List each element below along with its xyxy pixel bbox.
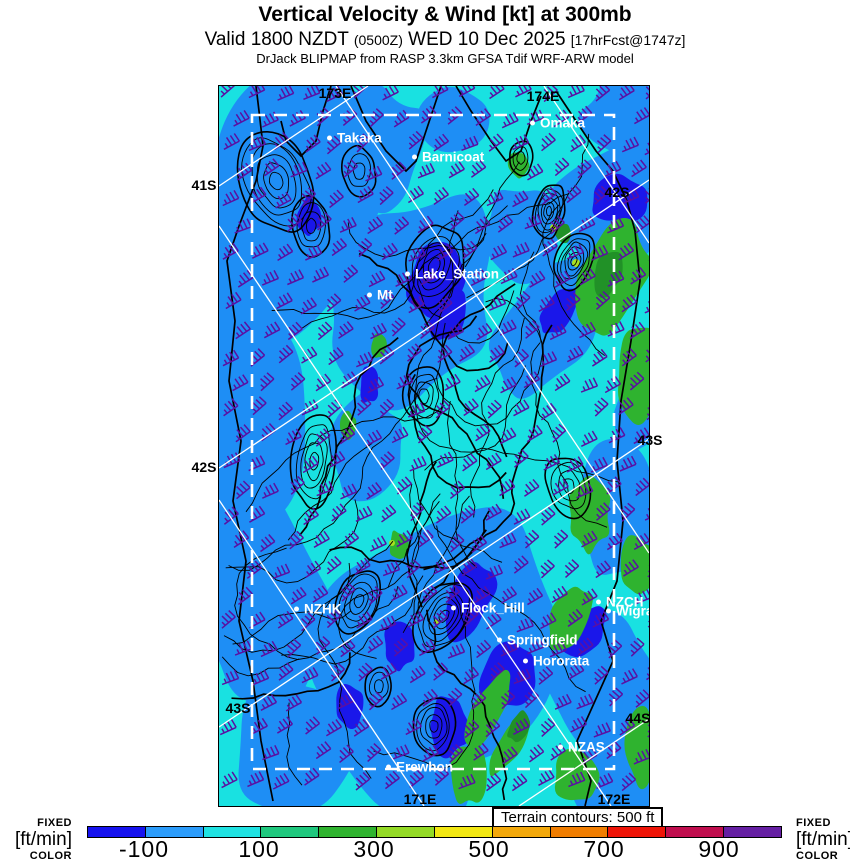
grid-label-42s: 42S [191, 459, 217, 475]
units-fixed-label: FIXED [37, 817, 72, 829]
station-nzhk: NZHK [294, 602, 342, 617]
grid-label-174e: 174E [526, 88, 560, 104]
station-label: Erewhon [396, 759, 454, 775]
grid-label-172e: 172E [597, 791, 631, 807]
station-dot [606, 608, 611, 614]
colorbar [87, 826, 782, 838]
station-dot [523, 658, 528, 664]
colorbar-segment-5 [377, 827, 435, 837]
colorbar-tick-900: 900 [698, 836, 740, 860]
grid-label-42s: 42S [604, 184, 630, 200]
units-color-label: COLOR [29, 850, 72, 860]
colorbar-segment-1 [145, 827, 204, 837]
station-nzas: NZAS [558, 740, 605, 755]
station-dot [451, 605, 456, 611]
station-flock_hill: Flock_Hill [451, 601, 525, 616]
station-hororata: Hororata [523, 654, 589, 669]
station-label: Omaka [540, 115, 586, 131]
colorbar-segment-4 [319, 827, 378, 837]
page-title: Vertical Velocity & Wind [kt] at 300mb [258, 3, 632, 26]
station-label: Hororata [533, 653, 590, 669]
colorbar-units-right: FIXED [ft/min] COLOR [796, 818, 850, 860]
units-fixed-label: FIXED [796, 817, 831, 829]
station-dot [294, 606, 299, 612]
colorbar-units-left: FIXED [ft/min] COLOR [8, 818, 72, 860]
station-label: Flock_Hill [461, 600, 525, 616]
forecast-map: Takaka Barnicoat Omaka Lake_Station Mt NZHK Fl… [218, 85, 650, 807]
grid-label-43s: 43S [225, 700, 251, 716]
colorbar-segment-7 [492, 827, 551, 837]
colorbar-segment-9 [608, 827, 667, 837]
colorbar-segment-11 [724, 827, 781, 837]
colorbar-segment-2 [203, 827, 262, 837]
station-label: Barnicoat [422, 149, 485, 165]
map-header: Vertical Velocity & Wind [kt] at 300mb V… [40, 3, 850, 66]
colorbar-tick-100: 100 [238, 836, 280, 860]
station-springfield: Springfield [497, 633, 578, 648]
station-label: Lake_Station [415, 266, 500, 282]
station-dot [530, 120, 535, 126]
colorbar-tick-500: 500 [468, 836, 510, 860]
station-label: Mt [377, 287, 393, 303]
valid-time-line: Valid 1800 NZDT (0500Z) WED 10 Dec 2025 … [40, 29, 850, 51]
station-omaka: Omaka [530, 116, 585, 131]
colorbar-segment-3 [261, 827, 320, 837]
colorbar-segment-10 [666, 827, 725, 837]
grid-label-171e: 171E [403, 791, 437, 807]
station-nzch: NZCH [596, 595, 644, 610]
station-dot [558, 744, 563, 750]
station-dot [367, 292, 372, 298]
valid-prefix: Valid 1800 NZDT [204, 29, 354, 51]
station-label: Springfield [507, 632, 578, 648]
station-dot [596, 599, 601, 605]
colorbar-segment-0 [88, 827, 146, 837]
valid-zulu: (0500Z) [353, 32, 403, 49]
grid-label-43s: 43S [637, 432, 663, 448]
station-label: Wigram [616, 603, 649, 619]
valid-fcst: [17hrFcst@1747z] [570, 32, 686, 49]
colorbar-segment-6 [434, 827, 493, 837]
station-dot [405, 271, 410, 277]
station-dot [327, 135, 332, 141]
grid-label-44s: 44S [625, 710, 651, 726]
station-label: NZCH [606, 594, 644, 610]
station-erewhon: Erewhon [386, 760, 453, 775]
colorbar-tick-700: 700 [583, 836, 625, 860]
station-label: NZAS [568, 739, 605, 755]
units-ftmin-label: [ft/min] [796, 829, 850, 850]
station-mt: Mt [367, 288, 393, 303]
station-label: NZHK [304, 601, 342, 617]
station-label: Takaka [337, 130, 382, 146]
station-wigram: Wigram [606, 603, 649, 619]
units-color-label: COLOR [796, 850, 839, 860]
units-ftmin-label: [ft/min] [14, 829, 72, 850]
colorbar-tick-300: 300 [353, 836, 395, 860]
colorbar-tick--100: -100 [118, 836, 170, 860]
station-dot [386, 764, 391, 770]
station-lake_station: Lake_Station [405, 267, 499, 282]
station-dot [412, 154, 417, 160]
station-dot [497, 637, 502, 643]
colorbar-segment-8 [550, 827, 609, 837]
grid-label-41s: 41S [191, 177, 217, 193]
valid-date: WED 10 Dec 2025 [402, 29, 571, 51]
station-takaka: Takaka [327, 131, 382, 146]
grid-label-173e: 173E [318, 85, 352, 101]
model-info-line: DrJack BLIPMAP from RASP 3.3km GFSA Tdif… [256, 50, 634, 66]
station-barnicoat: Barnicoat [412, 150, 484, 165]
